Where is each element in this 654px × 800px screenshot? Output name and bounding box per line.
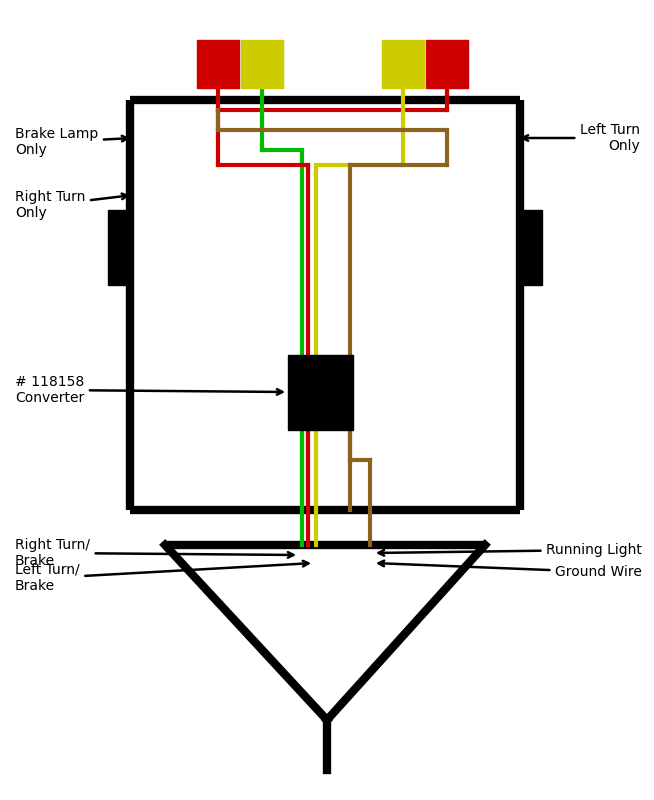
Bar [520, 210, 542, 285]
Text: Running Light: Running Light [379, 543, 642, 557]
Bar [108, 210, 130, 285]
Text: # 118158
Converter: # 118158 Converter [15, 375, 283, 405]
Bar [288, 355, 353, 430]
Text: Left Turn
Only: Left Turn Only [523, 123, 640, 153]
Bar [197, 40, 239, 88]
Text: Ground Wire: Ground Wire [379, 561, 642, 579]
Bar [382, 40, 424, 88]
Text: Left Turn/
Brake: Left Turn/ Brake [15, 561, 309, 593]
Bar [241, 40, 283, 88]
Text: Right Turn
Only: Right Turn Only [15, 190, 128, 220]
Bar [426, 40, 468, 88]
Text: Brake Lamp
Only: Brake Lamp Only [15, 127, 128, 157]
Text: Right Turn/
Brake: Right Turn/ Brake [15, 538, 294, 568]
